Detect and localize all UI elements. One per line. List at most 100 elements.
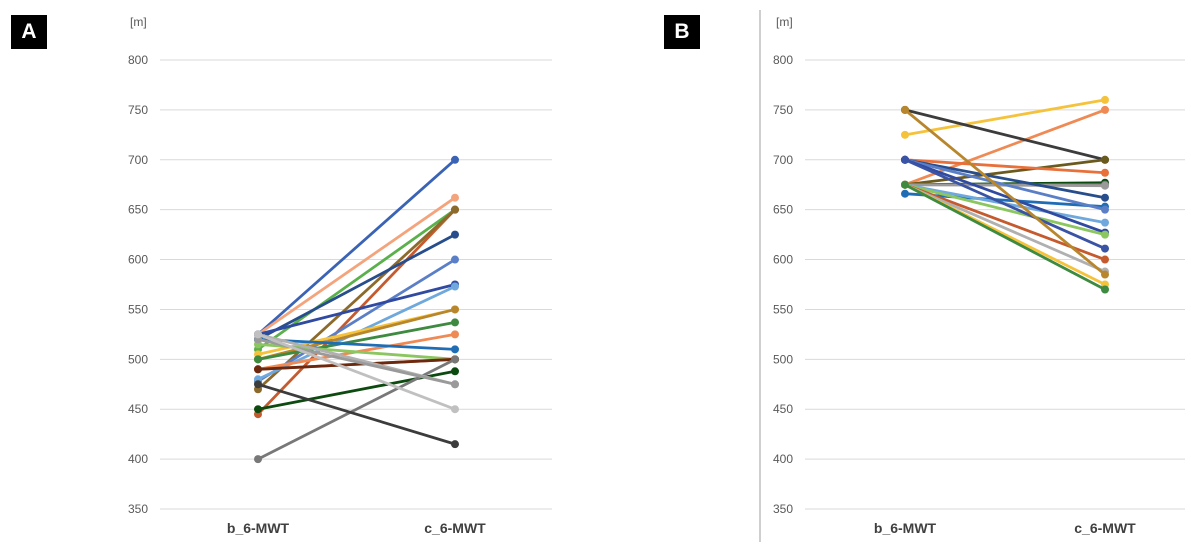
data-point: [1101, 255, 1109, 264]
y-tick-label: 500: [773, 352, 793, 366]
data-point: [901, 155, 909, 164]
data-point: [901, 189, 909, 198]
data-point: [1101, 155, 1109, 164]
data-point: [1101, 193, 1109, 202]
series-segment: [256, 208, 457, 391]
data-point: [254, 380, 262, 389]
y-axis-label: [m]: [130, 15, 147, 29]
series-segment: [256, 233, 457, 341]
series-segment: [903, 158, 1107, 200]
y-tick-label: 650: [773, 203, 793, 217]
x-category-label: c_6-MWT: [424, 520, 486, 536]
data-point: [451, 405, 459, 414]
data-point: [1101, 95, 1109, 104]
series-segment: [256, 158, 457, 336]
data-point: [451, 282, 459, 291]
data-point: [451, 193, 459, 202]
y-tick-label: 700: [128, 153, 148, 167]
series-line: [254, 380, 459, 449]
data-point: [254, 330, 262, 339]
series-segment: [903, 158, 1107, 212]
data-point: [901, 180, 909, 189]
x-category-label: b_6-MWT: [874, 520, 937, 536]
y-tick-label: 600: [773, 253, 793, 267]
series-line: [901, 95, 1109, 139]
series-line: [901, 105, 1109, 279]
series-segment: [903, 158, 1107, 250]
y-tick-label: 350: [128, 502, 148, 516]
data-point: [451, 330, 459, 339]
series-segment: [903, 158, 1107, 175]
y-tick-label: 500: [128, 352, 148, 366]
series-line: [254, 330, 459, 414]
series-segment: [256, 258, 457, 383]
series-segment: [256, 321, 457, 361]
data-point: [1101, 270, 1109, 279]
data-point: [451, 318, 459, 327]
series-segment: [903, 183, 1107, 291]
data-point: [451, 230, 459, 239]
y-tick-label: 550: [128, 302, 148, 316]
data-point: [1101, 168, 1109, 177]
data-point: [1101, 181, 1109, 190]
chart-panel-b: 350 400 450 500 550 600 650 700 750 800 [m] b_6-MWT…: [773, 15, 1185, 536]
y-tick-label: 700: [773, 153, 793, 167]
y-tick-label: 750: [128, 103, 148, 117]
data-point: [451, 205, 459, 214]
data-point: [451, 367, 459, 376]
series-line: [901, 155, 1109, 253]
data-point: [254, 455, 262, 464]
y-tick-label: 650: [128, 203, 148, 217]
y-tick-label: 800: [128, 53, 148, 67]
y-tick-label: 600: [128, 253, 148, 267]
data-point: [1101, 205, 1109, 214]
data-point: [451, 155, 459, 164]
y-tick-label: 450: [128, 402, 148, 416]
data-point: [451, 255, 459, 264]
series-segment: [256, 308, 457, 361]
series-segment: [903, 158, 1107, 187]
data-point: [1101, 230, 1109, 239]
series-line: [901, 180, 1109, 294]
data-point: [1101, 285, 1109, 294]
series-segment: [256, 196, 457, 336]
y-tick-label: 450: [773, 402, 793, 416]
panel-a-label: A: [11, 15, 47, 49]
series-line: [254, 318, 459, 364]
data-point: [901, 105, 909, 114]
series-segment: [256, 357, 457, 371]
series-segment: [256, 283, 457, 336]
y-tick-label: 800: [773, 53, 793, 67]
data-point: [1101, 218, 1109, 227]
series-segment: [256, 382, 457, 446]
series-segment: [903, 158, 1107, 235]
series-line: [901, 105, 1109, 164]
series-segment: [256, 332, 457, 411]
data-point: [451, 305, 459, 314]
y-tick-label: 550: [773, 302, 793, 316]
data-point: [1101, 244, 1109, 253]
data-point: [451, 345, 459, 354]
data-point: [254, 405, 262, 414]
y-tick-label: 400: [773, 452, 793, 466]
panel-b-label: B: [664, 15, 700, 49]
chart-panel-a: 350 400 450 500 550 600 650 700 750 800 [m] b_6-MWT…: [128, 15, 552, 536]
data-point: [1101, 105, 1109, 114]
data-point: [901, 130, 909, 139]
series-segment: [256, 337, 457, 351]
series-segment: [903, 98, 1107, 137]
y-tick-label: 350: [773, 502, 793, 516]
data-point: [451, 355, 459, 364]
y-tick-label: 400: [128, 452, 148, 466]
y-axis-label: [m]: [776, 15, 793, 29]
series-segment: [256, 208, 457, 416]
data-point: [254, 355, 262, 364]
y-tick-label: 750: [773, 103, 793, 117]
series-segment: [903, 108, 1107, 276]
x-category-label: b_6-MWT: [227, 520, 290, 536]
data-point: [254, 365, 262, 374]
x-category-label: c_6-MWT: [1074, 520, 1136, 536]
series-segment: [903, 183, 1107, 273]
